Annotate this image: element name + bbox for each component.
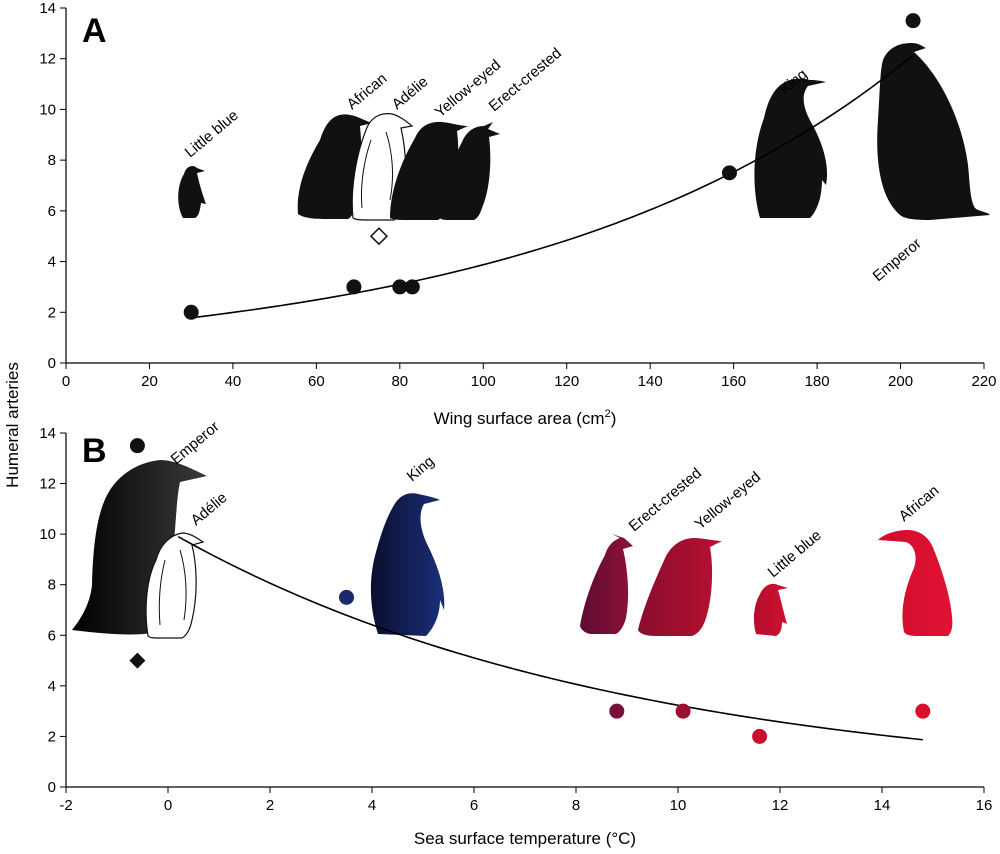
y-tick-label: 8 — [48, 577, 56, 594]
data-points-panel-a — [183, 13, 921, 320]
x-tick-label: 140 — [638, 373, 663, 390]
x-tick-label: 20 — [141, 373, 158, 390]
y-tick-label: 10 — [39, 101, 56, 118]
african-silhouette-b — [878, 530, 953, 636]
x-tick-label: 80 — [391, 373, 408, 390]
erect-crested-silhouette-b — [580, 534, 633, 634]
panel-a-letter: A — [82, 12, 107, 50]
data-point-erect-crested — [404, 279, 420, 295]
y-tick-label: 0 — [48, 779, 56, 796]
y-tick-label: 14 — [39, 0, 56, 17]
panel-a: 0 20 40 60 80 100 120 140 160 180 200 220 0 2 4 6 8 10 12 1… — [39, 0, 996, 428]
y-tick-label: 0 — [48, 355, 56, 372]
data-points-panel-b — [129, 438, 931, 744]
fit-curve-panel-b — [177, 535, 923, 741]
y-tick-label: 4 — [48, 254, 56, 271]
data-point-little-blue — [752, 728, 768, 744]
king-silhouette-b — [370, 493, 445, 636]
x-tick-label: 8 — [572, 797, 580, 814]
x-tick-label: 2 — [266, 797, 274, 814]
y-tick-label: 8 — [48, 152, 56, 169]
x-tick-label: 6 — [470, 797, 478, 814]
data-point-king — [339, 589, 354, 605]
y-tick-label: 6 — [48, 627, 56, 644]
data-point-ad-lie — [129, 652, 146, 669]
x-tick-label: 60 — [308, 373, 325, 390]
x-tick-label: 0 — [62, 373, 70, 390]
y-tick-label: 6 — [48, 203, 56, 220]
adelie-inner-line-b — [158, 549, 187, 626]
data-point-emperor — [905, 13, 921, 29]
data-point-erect-crested — [609, 703, 625, 719]
x-tick-label: 120 — [554, 373, 579, 390]
yellow-eyed-silhouette-b — [638, 538, 722, 636]
data-point-ad-lie — [369, 227, 389, 246]
x-tick-label: 220 — [971, 373, 996, 390]
x-tick-label: 160 — [721, 373, 746, 390]
fit-curve — [177, 535, 923, 741]
x-tick-label: 10 — [670, 797, 687, 814]
label-b-african: African — [896, 482, 943, 525]
erect-crested-silhouette — [440, 122, 500, 220]
label-b-adelie: Adélie — [188, 489, 231, 529]
adelie-inner-line — [361, 131, 394, 209]
x-tick-label: 16 — [976, 797, 993, 814]
label-b-king: King — [404, 453, 438, 485]
label-b-emperor: Emperor — [168, 418, 223, 468]
label-b-little-blue: Little blue — [765, 527, 825, 581]
species-labels-panel-b: Emperor Adélie King Erect-crested Yellow… — [168, 418, 943, 581]
y-tick-label: 12 — [39, 476, 56, 493]
data-point-african — [915, 703, 931, 719]
label-a-adelie: Adélie — [389, 73, 432, 113]
x-tick-label: 40 — [225, 373, 242, 390]
emperor-silhouette — [877, 43, 990, 220]
emperor-silhouette-b — [72, 460, 207, 635]
x-axis-label-panel-b: Sea surface temperature (°C) — [414, 829, 636, 848]
y-tick-label: 4 — [48, 678, 56, 695]
data-point-yellow-eyed — [675, 703, 691, 719]
panel-b-letter: B — [82, 432, 107, 470]
fit-curve-panel-a — [191, 54, 914, 319]
x-axis-label-panel-a: Wing surface area (cm2) — [434, 408, 617, 428]
x-tick-label: 200 — [888, 373, 913, 390]
data-point-king — [721, 165, 737, 181]
king-silhouette — [754, 78, 828, 218]
y-axis-label: Humeral arteries — [3, 362, 22, 488]
label-b-erect-crested: Erect-crested — [626, 465, 705, 535]
y-tick-label: 2 — [48, 304, 56, 321]
silhouettes-panel-b — [72, 460, 953, 639]
x-tick-label: -2 — [59, 797, 72, 814]
x-tick-label: 12 — [772, 797, 789, 814]
label-a-african: African — [344, 70, 391, 113]
label-a-little-blue: Little blue — [182, 107, 242, 161]
x-tick-label: 0 — [164, 797, 172, 814]
axes-panel-a: 0 20 40 60 80 100 120 140 160 180 200 220 0 2 4 6 8 10 12 1… — [39, 0, 996, 390]
little-blue-silhouette-b — [753, 583, 788, 636]
y-tick-label: 2 — [48, 728, 56, 745]
x-tick-label: 4 — [368, 797, 376, 814]
data-point-yellow-eyed — [392, 279, 408, 295]
silhouettes-panel-a — [178, 43, 990, 221]
x-tick-label: 100 — [471, 373, 496, 390]
x-tick-label: 14 — [874, 797, 891, 814]
label-a-erect-crested: Erect-crested — [486, 45, 565, 115]
label-a-emperor: Emperor — [870, 235, 925, 285]
y-tick-label: 10 — [39, 526, 56, 543]
data-point-emperor — [129, 438, 145, 454]
fit-curve — [191, 54, 914, 319]
data-point-african — [346, 279, 362, 295]
data-point-little-blue — [183, 304, 199, 320]
y-tick-label: 14 — [39, 425, 56, 442]
x-tick-label: 180 — [805, 373, 830, 390]
y-tick-label: 12 — [39, 51, 56, 68]
little-blue-silhouette — [178, 166, 206, 218]
